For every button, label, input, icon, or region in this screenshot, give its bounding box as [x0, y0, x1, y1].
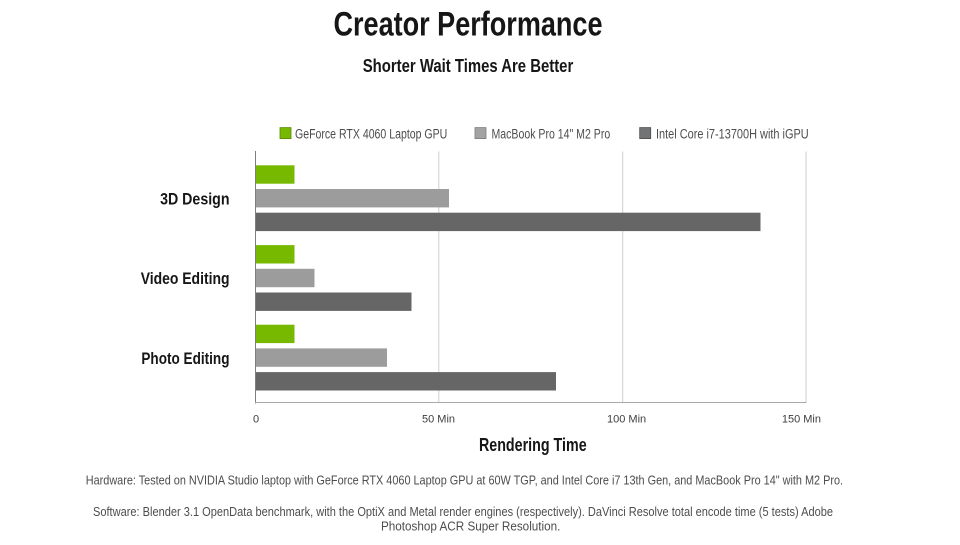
svg-text:50 Min: 50 Min [422, 413, 455, 425]
svg-text:Intel Core i7-13700H with iGPU: Intel Core i7-13700H with iGPU [656, 126, 809, 141]
svg-text:Software: Blender 3.1 OpenData: Software: Blender 3.1 OpenData benchmark… [93, 504, 833, 519]
svg-text:Creator Performance: Creator Performance [334, 5, 603, 43]
svg-text:0: 0 [253, 413, 259, 425]
svg-text:MacBook Pro 14" M2 Pro: MacBook Pro 14" M2 Pro [492, 126, 611, 141]
svg-text:Photoshop ACR Super Resolution: Photoshop ACR Super Resolution. [381, 518, 560, 533]
svg-text:Photo Editing: Photo Editing [141, 349, 229, 368]
svg-text:Video Editing: Video Editing [141, 269, 230, 288]
svg-text:Shorter Wait Times Are Better: Shorter Wait Times Are Better [363, 56, 574, 76]
svg-text:100 Min: 100 Min [607, 413, 646, 425]
svg-text:3D Design: 3D Design [160, 189, 229, 208]
svg-text:GeForce RTX 4060 Laptop GPU: GeForce RTX 4060 Laptop GPU [295, 126, 447, 141]
svg-text:Rendering Time: Rendering Time [479, 434, 587, 455]
svg-text:150 Min: 150 Min [782, 413, 821, 425]
svg-text:Hardware: Tested on NVIDIA Stu: Hardware: Tested on NVIDIA Studio laptop… [86, 472, 843, 487]
